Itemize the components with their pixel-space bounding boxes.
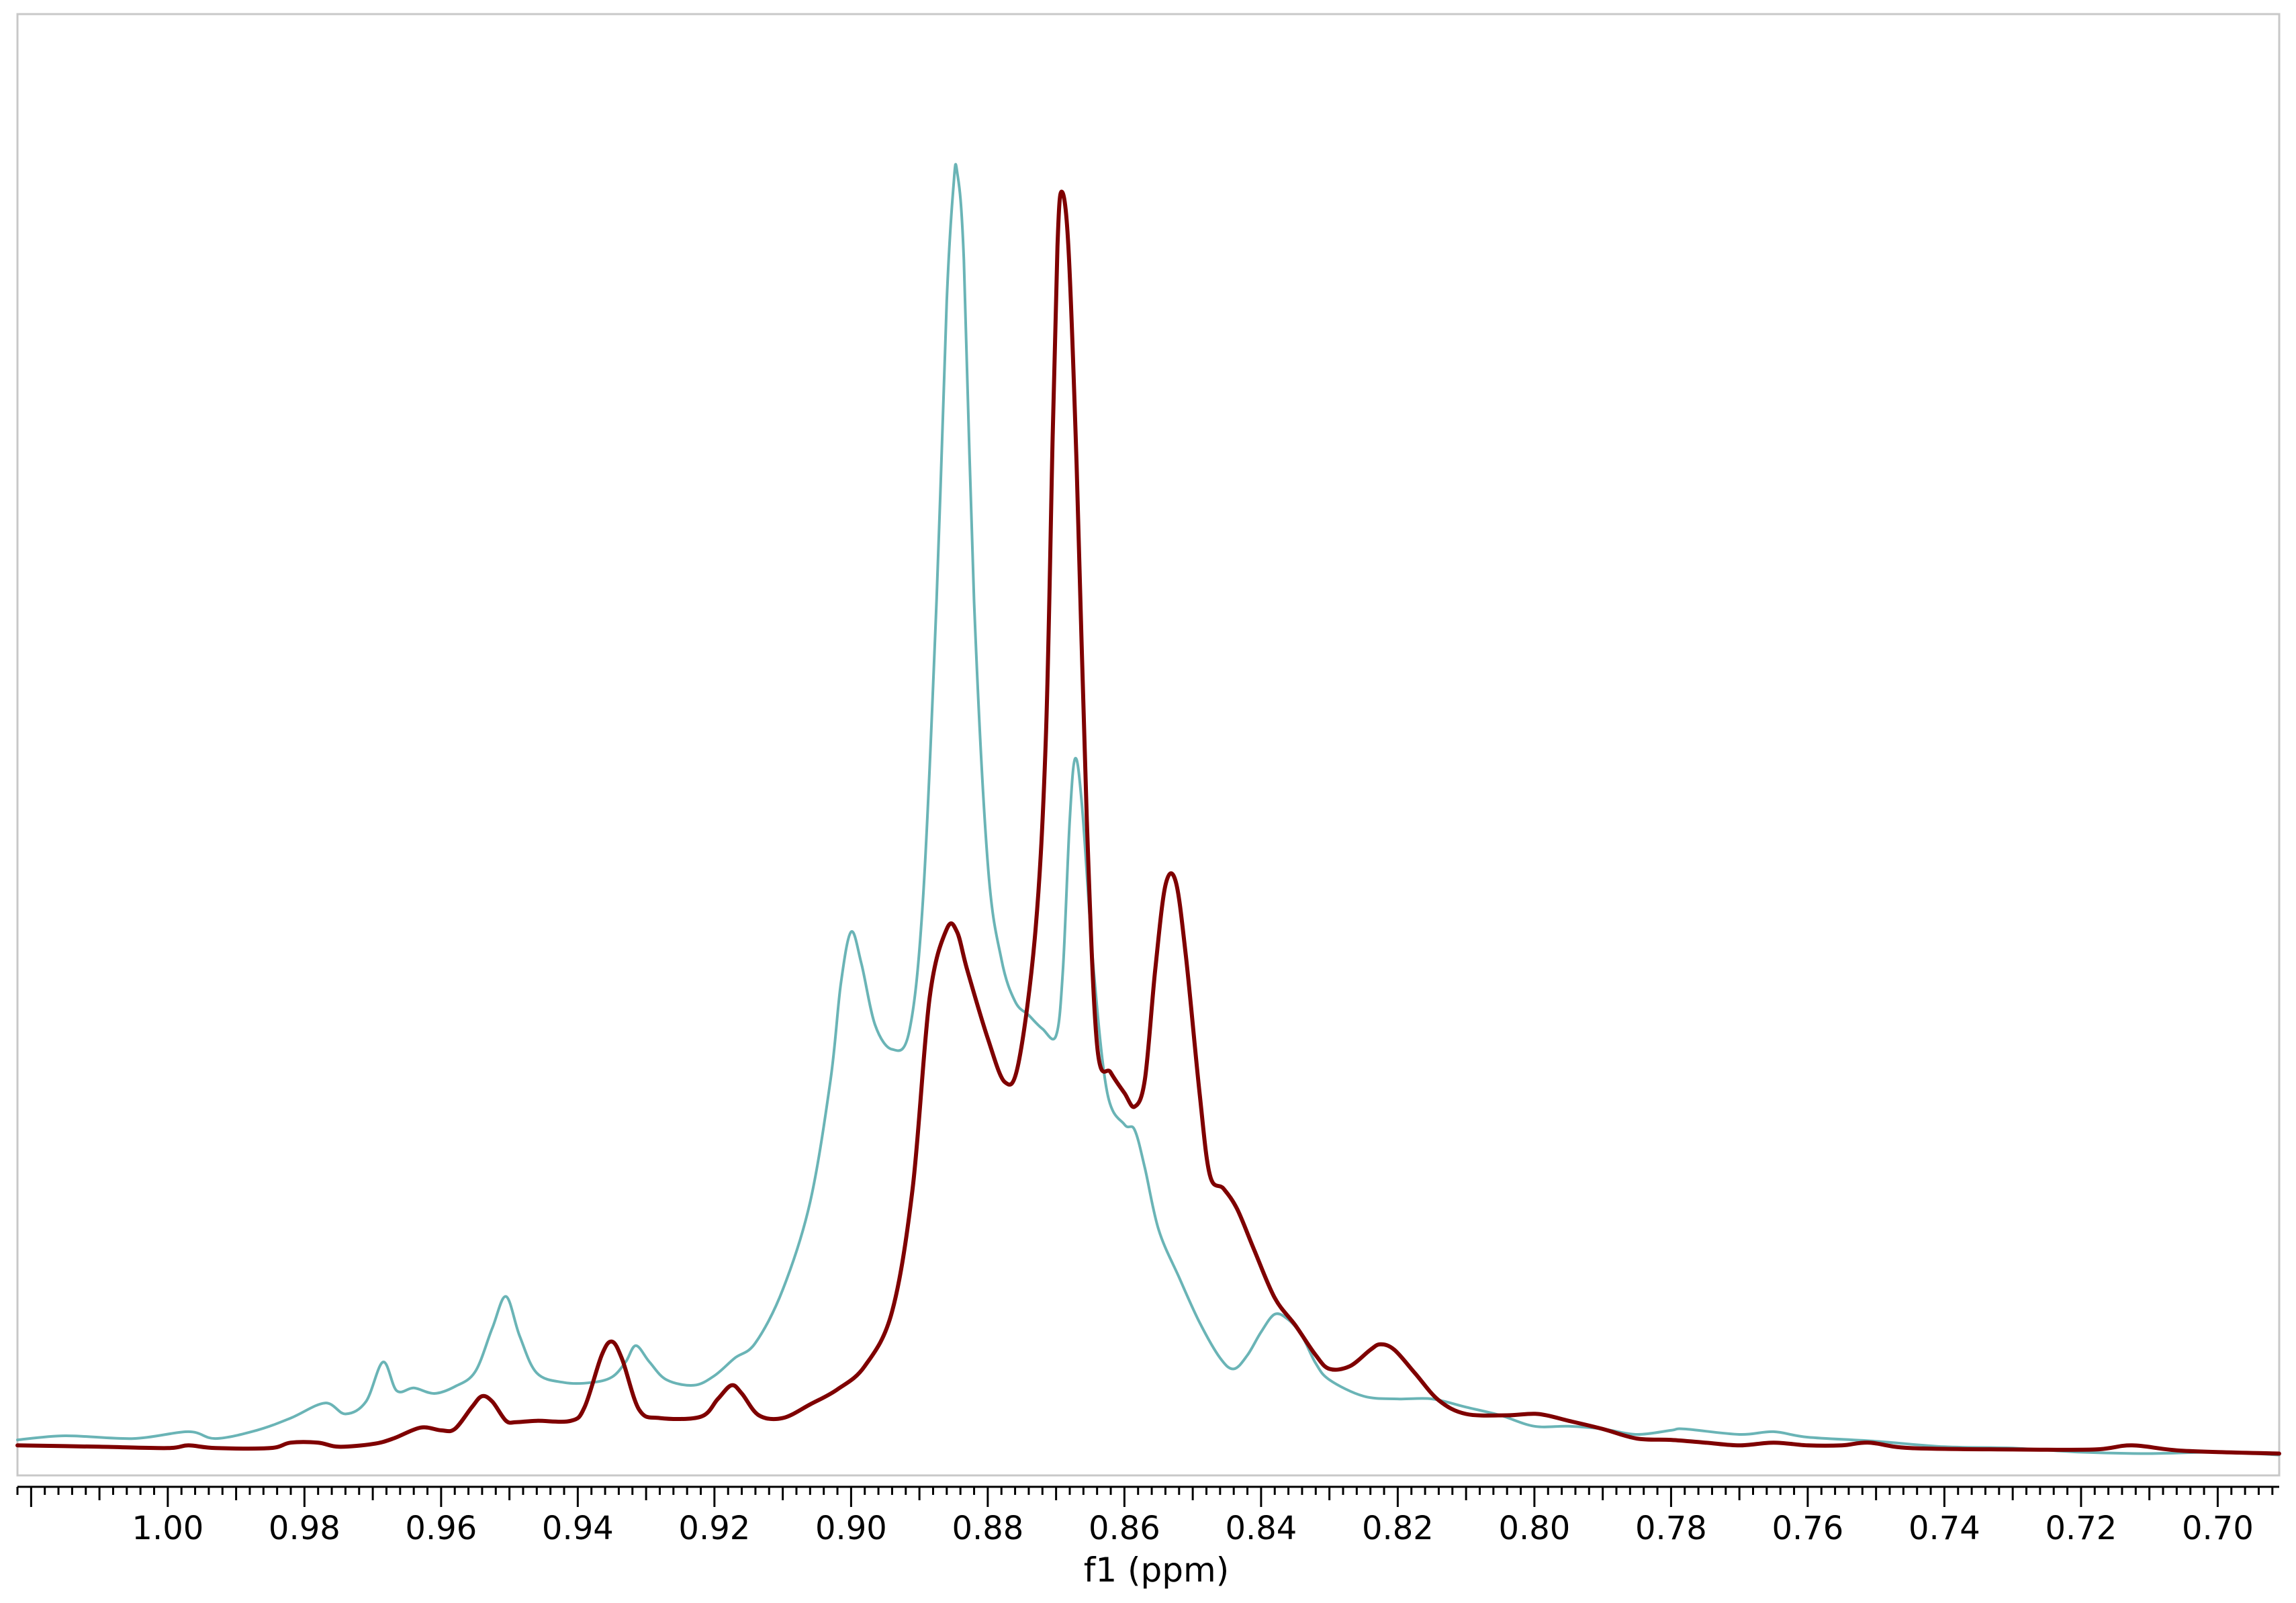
x-tick-label: 0.90 — [815, 1510, 887, 1547]
x-tick-label: 0.92 — [678, 1510, 750, 1547]
x-axis-ticks: 1.00 0.98 0.96 0.94 0.92 0.90 0.88 0.86 0.84 0.82… — [16, 1487, 2274, 1547]
series-layer — [15, 163, 2281, 1457]
x-tick-label: 0.94 — [542, 1510, 614, 1547]
x-tick-label: 0.96 — [405, 1510, 477, 1547]
x-tick-label: 0.78 — [1635, 1510, 1707, 1547]
x-tick-label: 0.72 — [2045, 1510, 2117, 1547]
plot-frame — [16, 13, 2281, 1477]
x-tick-label: 0.84 — [1225, 1510, 1297, 1547]
x-tick-label: 0.70 — [2182, 1510, 2254, 1547]
spectrum-line-1 — [16, 163, 2281, 1457]
x-tick-label: 0.76 — [1772, 1510, 1843, 1547]
spectrum-line-2 — [15, 189, 2281, 1456]
x-tick-label: 1.00 — [132, 1510, 203, 1547]
x-tick-label: 0.88 — [952, 1510, 1023, 1547]
x-tick-label: 0.98 — [269, 1510, 340, 1547]
x-tick-label: 0.80 — [1498, 1510, 1570, 1547]
x-tick-label: 0.86 — [1089, 1510, 1160, 1547]
x-axis-label: f1 (ppm) — [1084, 1551, 1230, 1590]
x-tick-label: 0.82 — [1362, 1510, 1434, 1547]
x-tick-label: 0.74 — [1909, 1510, 1980, 1547]
